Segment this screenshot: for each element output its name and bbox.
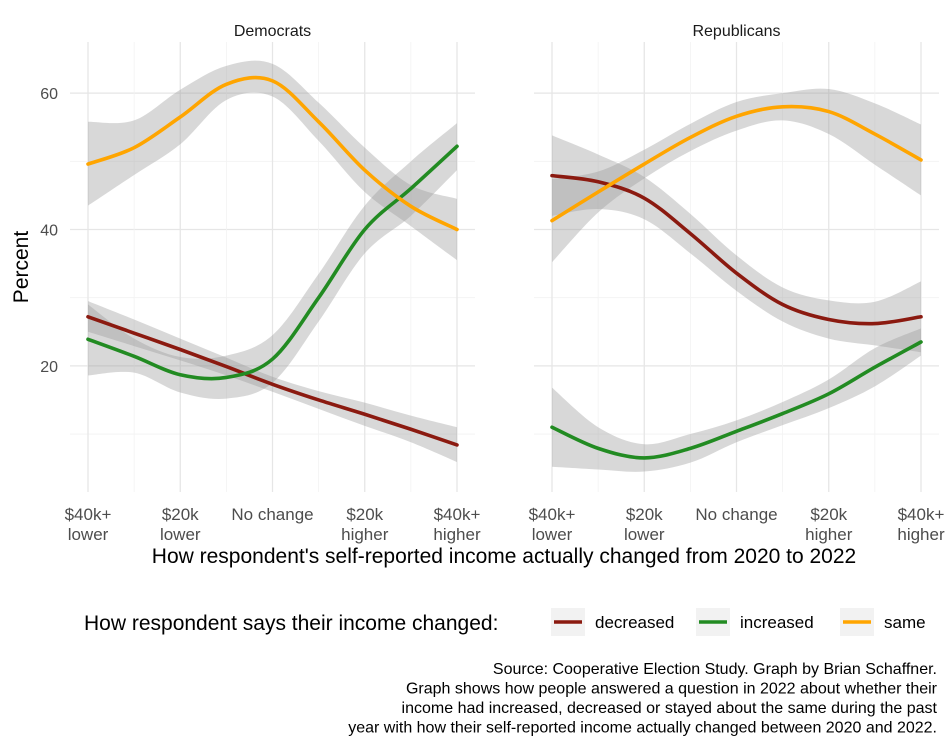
x-tick-label: No change [695,505,777,524]
x-tick-label: $20k higher [805,505,853,544]
legend-label-increased: increased [740,613,814,632]
x-tick-label: No change [231,505,313,524]
x-tick-label: $40k+ lower [65,505,112,544]
confidence-band-decreased [552,135,921,353]
x-tick-label: $40k+ higher [433,505,481,544]
confidence-band-same [552,88,921,263]
x-axis-title: How respondent's self-reported income ac… [152,545,856,568]
caption-line: income had increased, decreased or staye… [402,700,938,717]
x-tick-label: $20k lower [624,505,665,544]
confidence-band-increased [88,123,457,399]
confidence-band-same [88,60,457,261]
confidence-band-increased [552,328,921,472]
y-axis-title: Percent [10,231,33,304]
series-line-decreased [86,314,459,447]
caption-line: year with how their self-reported income… [348,720,937,737]
series-line-same [86,75,459,232]
x-tick-label: $20k higher [341,505,389,544]
panel-republicans [550,88,923,472]
y-tick-label: 60 [40,86,58,103]
legend-label-decreased: decreased [595,613,674,632]
legend-label-same: same [884,613,926,632]
confidence-band-decreased [88,301,457,462]
y-tick-label: 40 [40,223,58,240]
x-tick-label: $40k+ lower [529,505,576,544]
x-tick-label: $40k+ higher [897,505,945,544]
series-line-increased [86,144,459,381]
legend: How respondent says their income changed… [84,608,926,636]
y-tick-label: 20 [40,359,58,376]
legend-title: How respondent says their income changed… [84,612,498,635]
caption-line: Source: Cooperative Election Study. Grap… [493,661,937,678]
caption-line: Graph shows how people answered a questi… [406,681,938,698]
series-line-same [550,104,923,223]
series-line-increased [550,340,923,460]
panel-title-republicans: Republicans [692,23,780,40]
x-tick-label: $20k lower [160,505,201,544]
panel-democrats [86,60,459,462]
caption: Source: Cooperative Election Study. Grap… [348,661,937,737]
panel-title-democrats: Democrats [234,23,311,40]
